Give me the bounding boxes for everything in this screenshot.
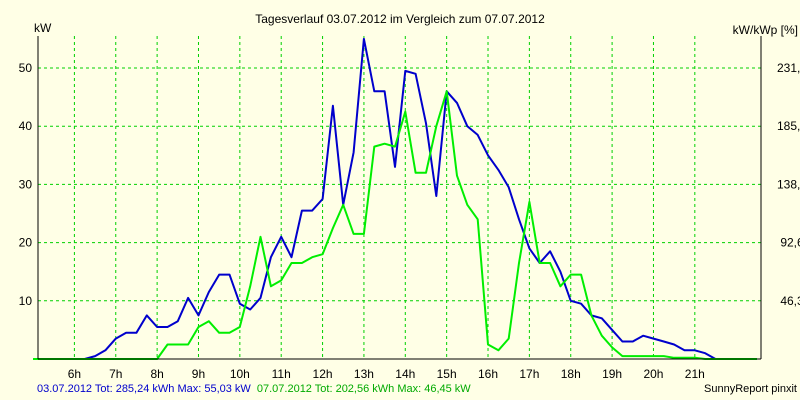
- series-line-green: [33, 90, 757, 360]
- y-tick-left-10: 10: [19, 294, 33, 308]
- series-lines: [33, 37, 757, 360]
- x-tick-13h: 13h: [354, 367, 374, 381]
- y-tick-right-1: 92,6: [780, 236, 800, 250]
- x-tick-9h: 9h: [192, 367, 205, 381]
- series-line-blue: [33, 37, 757, 360]
- chart-title: Tagesverlauf 03.07.2012 im Vergleich zum…: [255, 12, 545, 26]
- y-tick-left-40: 40: [19, 119, 33, 133]
- x-tick-15h: 15h: [437, 367, 457, 381]
- y-tick-left-20: 20: [19, 236, 33, 250]
- y-tick-right-0: 46,3: [780, 294, 800, 308]
- x-tick-20h: 20h: [643, 367, 663, 381]
- footer-summary: 03.07.2012 Tot: 285,24 kWh Max: 55,03 kW…: [37, 383, 471, 395]
- x-tick-6h: 6h: [68, 367, 81, 381]
- footer-green-summary: 07.07.2012 Tot: 202,56 kWh Max: 46,45 kW: [257, 383, 471, 395]
- y-axis-label-left: kW: [34, 21, 52, 35]
- y-tick-right-2: 138,9: [777, 177, 800, 191]
- x-tick-17h: 17h: [519, 367, 539, 381]
- x-tick-8h: 8h: [150, 367, 163, 381]
- y-tick-left-30: 30: [19, 177, 33, 191]
- y-tick-right-3: 185,2: [777, 119, 800, 133]
- y-tick-right-4: 231,5: [777, 61, 800, 75]
- x-tick-18h: 18h: [561, 367, 581, 381]
- x-tick-16h: 16h: [478, 367, 498, 381]
- x-tick-19h: 19h: [602, 367, 622, 381]
- x-tick-7h: 7h: [109, 367, 122, 381]
- grid-lines: [38, 36, 761, 359]
- footer-brand: SunnyReport pinxit: [704, 383, 797, 395]
- x-tick-11h: 11h: [272, 367, 291, 381]
- axes: [37, 36, 762, 360]
- x-tick-14h: 14h: [395, 367, 415, 381]
- y-tick-left-50: 50: [19, 61, 33, 75]
- footer-blue-summary: 03.07.2012 Tot: 285,24 kWh Max: 55,03 kW: [37, 383, 251, 395]
- y-axis-label-right: kW/kWp [%]: [733, 23, 798, 37]
- x-tick-12h: 12h: [313, 367, 333, 381]
- x-tick-10h: 10h: [230, 367, 250, 381]
- x-tick-21h: 21h: [685, 367, 705, 381]
- tick-labels: 6h 7h 8h 9h 10h 11h 12h 13h 14h 15h 16h 17h 18h 19h 20…: [19, 61, 800, 381]
